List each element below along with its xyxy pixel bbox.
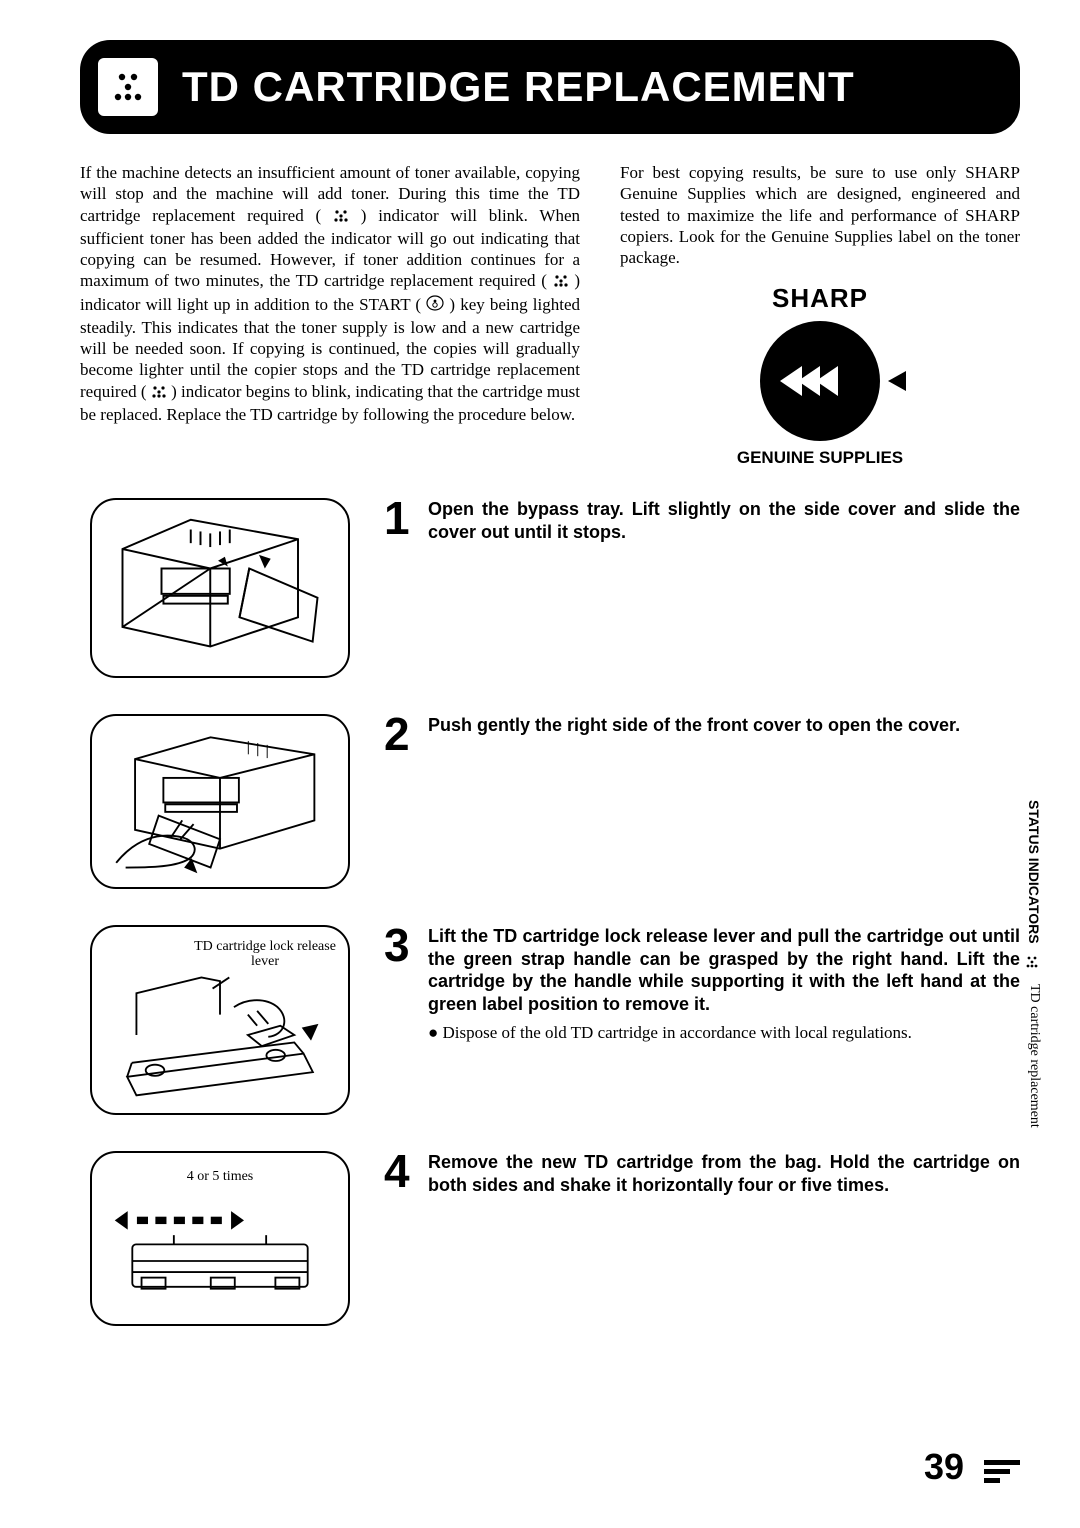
step-3-number: 3: [384, 925, 418, 1115]
toner-icon: [98, 58, 158, 116]
step-4-text: Remove the new TD cartridge from the bag…: [428, 1151, 1020, 1326]
page-number-block: 39: [924, 1446, 1020, 1488]
step-2: 2 Push gently the right side of the fron…: [80, 714, 1020, 889]
step-1-number: 1: [384, 498, 418, 678]
side-tab: STATUS INDICATORS TD cartridge replaceme…: [1025, 800, 1042, 1128]
side-page: TD cartridge replacement: [1027, 984, 1042, 1128]
intro-right-text: For best copying results, be sure to use…: [620, 162, 1020, 268]
step-3: TD cartridge lock release lever: [80, 925, 1020, 1115]
step-3-image: TD cartridge lock release lever: [80, 925, 360, 1115]
toner-indicator-icon: [151, 383, 167, 404]
step-4: 4 or 5 times: [80, 1151, 1020, 1326]
toner-indicator-icon: [1025, 955, 1039, 972]
step-3-bullet: ● Dispose of the old TD cartridge in acc…: [428, 1023, 1020, 1043]
step-4-number: 4: [384, 1151, 418, 1326]
step-2-text: Push gently the right side of the front …: [428, 714, 960, 889]
intro-section: If the machine detects an insufficient a…: [80, 162, 1020, 468]
toner-indicator-icon: [333, 207, 349, 228]
intro-left: If the machine detects an insufficient a…: [80, 162, 580, 468]
start-key-icon: [426, 294, 444, 317]
step-3-text: Lift the TD cartridge lock release lever…: [428, 925, 1020, 1015]
step-2-number: 2: [384, 714, 418, 889]
step-1: 1 Open the bypass tray. Lift slightly on…: [80, 498, 1020, 678]
genuine-supplies-block: SHARP GENUINE SUPPLIES: [620, 282, 1020, 468]
toner-indicator-icon: [553, 272, 569, 293]
intro-right: For best copying results, be sure to use…: [620, 162, 1020, 468]
step-3-annotation: TD cartridge lock release lever: [192, 939, 338, 970]
page-header: TD CARTRIDGE REPLACEMENT: [80, 40, 1020, 134]
step-2-image: [80, 714, 360, 889]
page-title: TD CARTRIDGE REPLACEMENT: [182, 63, 855, 111]
side-section: STATUS INDICATORS: [1026, 800, 1042, 944]
step-4-annotation: 4 or 5 times: [102, 1169, 338, 1185]
genuine-supplies-icon: [760, 321, 880, 441]
page-bars-icon: [984, 1460, 1020, 1483]
step-4-image: 4 or 5 times: [80, 1151, 360, 1326]
step-1-text: Open the bypass tray. Lift slightly on t…: [428, 498, 1020, 678]
step-1-image: [80, 498, 360, 678]
page-number: 39: [924, 1446, 964, 1487]
genuine-supplies-label: GENUINE SUPPLIES: [620, 447, 1020, 468]
sharp-logo: SHARP: [620, 282, 1020, 315]
